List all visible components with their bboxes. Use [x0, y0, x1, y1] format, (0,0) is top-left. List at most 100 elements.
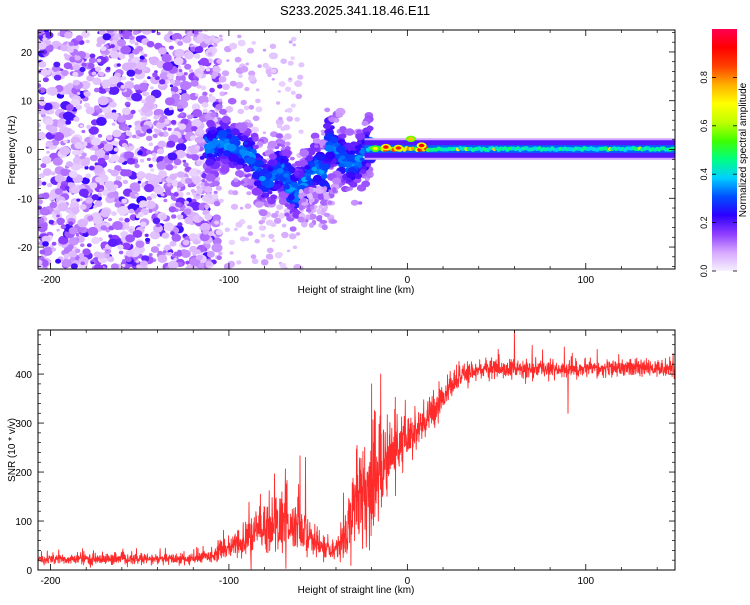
- spectrogram-cell: [140, 112, 145, 116]
- spectrogram-cell: [281, 231, 289, 239]
- spectrogram-cell: [383, 145, 389, 149]
- spectrogram-cell: [262, 131, 267, 135]
- spectrogram-cell: [171, 180, 180, 187]
- spectrogram-cell: [92, 77, 102, 86]
- spectrogram-cell: [215, 185, 222, 191]
- spectrogram-cell: [161, 178, 166, 182]
- spectrogram-cell: [89, 53, 96, 59]
- spectrogram-cell: [316, 216, 323, 222]
- spectrogram-cell: [140, 51, 145, 55]
- colorbar: 0.0 0.2 0.4 0.6 0.8 Normalized spectral ampl…: [699, 29, 749, 277]
- spectrogram-cell: [65, 161, 74, 168]
- spectrogram-cell: [167, 252, 173, 256]
- spectrogram-cell: [175, 149, 186, 159]
- spectrogram-cell: [38, 179, 43, 187]
- spectrogram-cell: [163, 222, 174, 232]
- spectrogram-cell: [54, 174, 65, 183]
- spectrogram-cell: [209, 87, 215, 93]
- spectrogram-cell: [299, 149, 310, 157]
- snr-x-tick-label: 100: [577, 576, 594, 587]
- spectrogram-cell: [89, 165, 95, 171]
- spectrogram-cell: [79, 66, 86, 72]
- spectrogram-cell: [395, 146, 402, 150]
- spectrogram-cell: [144, 266, 148, 269]
- snr-y-tick-label: 0: [26, 566, 32, 577]
- spectrogram-cell: [153, 224, 163, 233]
- spectrogram-cell: [179, 80, 191, 91]
- spectrogram-cell: [110, 44, 115, 49]
- spectrogram-cell: [276, 168, 284, 174]
- spectrogram-cell: [153, 128, 158, 132]
- spectrogram-cell: [308, 213, 317, 220]
- spectrogram-cell: [39, 96, 45, 101]
- spectrogram-cell: [94, 162, 99, 166]
- spectrogram-cell: [298, 189, 304, 194]
- spectrogram-cell: [150, 193, 157, 199]
- spectrogram-cell: [150, 168, 155, 172]
- spectrogram-cell: [121, 126, 128, 132]
- spectrogram-cell: [198, 216, 204, 221]
- spectrogram-cell: [319, 219, 328, 224]
- spectrogram-cell: [72, 64, 80, 71]
- spectrogram-cell: [42, 77, 49, 83]
- spectrogram-cell: [299, 160, 308, 167]
- spectrogram-cell: [102, 247, 107, 251]
- spectrogram-cell: [167, 260, 179, 269]
- spectrogram-cell: [53, 74, 62, 81]
- spectrogram-cell: [177, 138, 184, 144]
- spectrogram-cell: [64, 84, 74, 92]
- spectrogram-cell: [295, 93, 303, 100]
- spectrogram-cell: [48, 219, 54, 225]
- spectrogram-cell: [74, 142, 83, 149]
- spectrogram-cell: [97, 157, 106, 165]
- spectrogram-cell: [81, 152, 87, 157]
- spectrogram-cell: [247, 225, 253, 230]
- spectrogram-cell: [146, 149, 152, 155]
- spectrogram-cell: [244, 86, 250, 92]
- spectrogram-cell: [62, 127, 74, 137]
- spectrogram-cell: [152, 217, 161, 224]
- spectrogram-cell: [178, 123, 187, 130]
- spectrogram-cell: [236, 260, 242, 265]
- spectrogram-cell: [227, 260, 236, 268]
- spectrogram-y-tick-label: 20: [21, 48, 33, 59]
- spectrogram-cell: [85, 197, 93, 204]
- spectrogram-cell: [57, 202, 69, 212]
- spectrogram-cell: [212, 153, 218, 158]
- spectrogram-cell: [95, 176, 103, 183]
- spectrogram-cell: [323, 205, 329, 211]
- spectrogram-cell: [111, 109, 117, 114]
- spectrogram-cell: [47, 40, 52, 44]
- spectrogram-cell: [309, 222, 314, 228]
- spectrogram-cell: [269, 43, 277, 49]
- spectrogram-cell: [150, 231, 159, 239]
- spectrogram-cell: [141, 255, 150, 262]
- spectrogram-cell: [305, 176, 312, 181]
- spectrogram-cell: [119, 212, 124, 216]
- spectrogram-cell: [250, 254, 257, 260]
- spectrogram-cell: [207, 48, 213, 53]
- spectrogram-cell: [42, 168, 52, 176]
- spectrogram-cell: [135, 35, 144, 42]
- colorbar-tick-label: 0.2: [699, 216, 709, 229]
- spectrogram-cell: [184, 177, 193, 184]
- spectrogram-cell: [344, 161, 353, 168]
- spectrogram-cell: [228, 239, 236, 245]
- spectrogram-cell: [236, 158, 245, 165]
- spectrogram-cell: [277, 90, 281, 93]
- spectrogram-cell: [199, 262, 205, 268]
- spectrogram-cell: [184, 63, 192, 70]
- spectrogram-cell: [110, 50, 120, 59]
- spectrogram-cell: [196, 188, 203, 195]
- spectrogram-cell: [200, 85, 207, 91]
- spectrogram-cell: [67, 244, 74, 250]
- spectrogram-cell: [289, 226, 297, 232]
- spectrogram-cell: [139, 200, 148, 208]
- spectrogram-cell: [290, 103, 296, 108]
- spectrogram-cell: [53, 221, 58, 225]
- colorbar-label: Normalized spectral amplitude: [738, 82, 749, 217]
- spectrogram-cell: [76, 92, 81, 95]
- spectrogram-x-tick-label: 0: [405, 275, 411, 286]
- spectrogram-cell: [215, 156, 221, 162]
- spectrogram-cell: [38, 83, 42, 89]
